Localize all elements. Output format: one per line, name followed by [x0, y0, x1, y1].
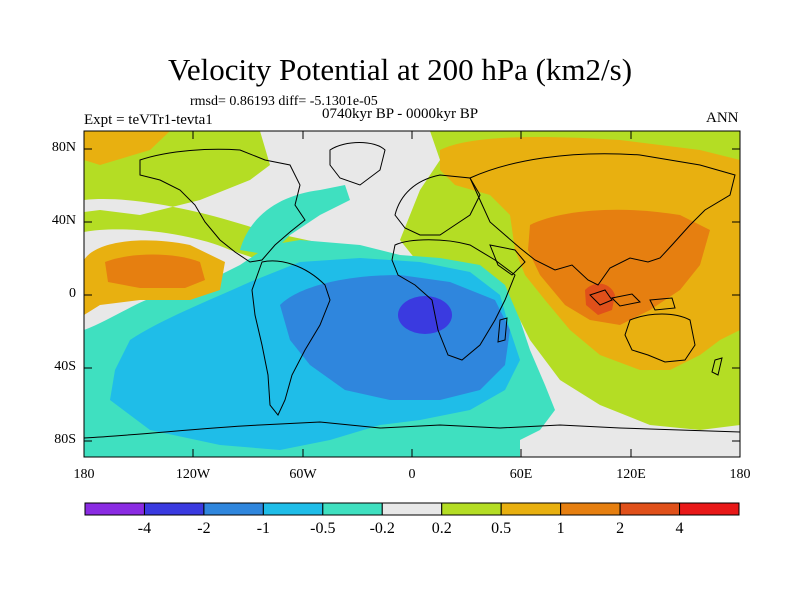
x-label-180e: 180 — [729, 467, 751, 482]
colorbar-label: 0.5 — [491, 520, 512, 537]
x-label-60e: 60E — [509, 467, 533, 482]
colorbar-label: 4 — [675, 520, 684, 537]
x-ticks — [83, 131, 741, 457]
colorbar-swatch — [381, 502, 443, 516]
y-label-40n: 40N — [51, 213, 76, 228]
y-label-40s: 40S — [54, 359, 76, 374]
colorbar-swatch — [560, 502, 621, 516]
x-label-60w: 60W — [289, 467, 317, 482]
period-label: 0740kyr BP - 0000kyr BP — [322, 106, 479, 122]
colorbar-swatch — [500, 502, 562, 516]
colorbar-label: -2 — [197, 520, 211, 537]
x-label-0: 0 — [408, 467, 416, 482]
colorbar-label: 1 — [556, 520, 565, 537]
y-label-80s: 80S — [54, 432, 76, 447]
x-label-120w: 120W — [175, 467, 211, 482]
colorbar-swatch — [143, 502, 205, 516]
colorbar-label: -4 — [137, 520, 152, 537]
colorbar-swatch — [203, 502, 264, 516]
colorbar-label: -1 — [256, 520, 271, 537]
colorbar-swatch — [322, 502, 383, 516]
map-title: Velocity Potential at 200 hPa (km2/s) — [167, 52, 633, 87]
y-label-80n: 80N — [51, 140, 76, 155]
colorbar-label: 0.2 — [431, 520, 452, 537]
x-label-180w: 180 — [73, 467, 95, 482]
season-label: ANN — [706, 110, 739, 126]
coastlines — [84, 142, 740, 439]
stats-label: rmsd= 0.86193 diff= -5.1301e-05 — [190, 94, 378, 109]
colorbar-label: -0.2 — [369, 520, 395, 537]
x-label-120e: 120E — [616, 467, 646, 482]
y-label-0: 0 — [69, 286, 76, 301]
colorbar-swatch — [262, 502, 324, 516]
colorbar-swatch — [619, 502, 681, 516]
contour-field — [84, 131, 740, 457]
colorbar-label: 2 — [616, 520, 625, 537]
y-ticks — [84, 148, 740, 442]
colorbar-swatch — [441, 502, 502, 516]
colorbar-swatch — [84, 502, 145, 516]
experiment-label: Expt = teVTr1-tevta1 — [84, 112, 213, 128]
colorbar-swatch — [679, 502, 740, 516]
colorbar — [84, 502, 740, 516]
colorbar-label: -0.5 — [310, 520, 336, 537]
